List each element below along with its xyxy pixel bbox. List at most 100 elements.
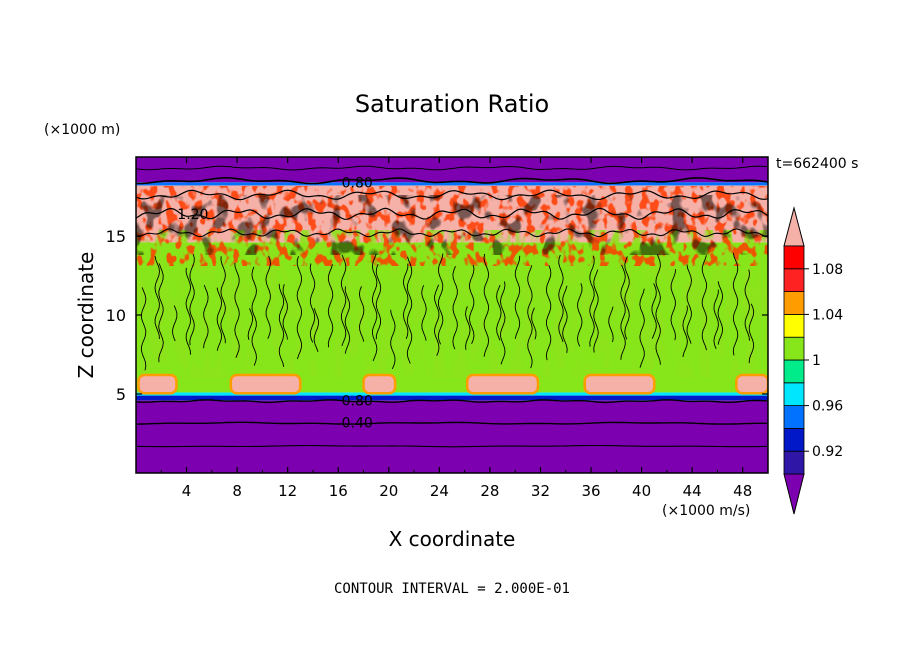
contour-lines [136, 165, 768, 448]
colorbar-segment-6 [783, 313, 805, 338]
contour-texture [136, 186, 768, 378]
cell-contour-41 [562, 285, 568, 353]
cell-contour-24 [390, 309, 396, 370]
colorbar-segment-0 [783, 450, 805, 475]
colorbar-segment-8 [783, 268, 805, 292]
cloud-patch-0 [137, 373, 178, 395]
cell-contour-9 [234, 262, 240, 358]
x-tick-label-5: 24 [430, 482, 449, 500]
contour-label-3: 0.40 [342, 415, 373, 431]
cell-contour-1 [154, 255, 160, 340]
cell-contour-45 [608, 306, 614, 343]
cell-contour-31 [465, 306, 471, 350]
cell-contour-38 [531, 307, 537, 340]
colorbar-label-4: 0.92 [812, 444, 843, 460]
cell-contour-4 [185, 267, 192, 355]
cell-contour-2 [158, 263, 164, 363]
cell-contour-13 [278, 283, 285, 367]
cell-contour-34 [496, 284, 502, 341]
colorbar-segment-3 [783, 382, 805, 406]
contour-label-1: 1.20 [177, 207, 208, 223]
y-tick-label-1: 10 [106, 306, 126, 325]
cell-contour-30 [452, 266, 458, 350]
cloud-patch-1 [229, 373, 302, 395]
contour-interval-footer: CONTOUR INTERVAL = 2.000E-01 [334, 581, 570, 597]
cell-contour-18 [327, 264, 334, 348]
cell-contour-55 [713, 289, 719, 349]
contour-080-top [136, 177, 768, 185]
cell-contour-33 [483, 253, 490, 357]
cell-contour-11 [251, 266, 257, 366]
cell-contour-53 [686, 264, 692, 344]
colorbar-segment-1 [783, 427, 805, 452]
layer-2 [136, 392, 768, 396]
cell-contour-21 [358, 286, 365, 342]
cell-contour-52 [682, 305, 688, 358]
cell-contour-16 [309, 263, 316, 343]
cell-contour-22 [371, 254, 378, 362]
cell-contour-17 [313, 308, 319, 352]
colorbar-label-0: 1.08 [812, 262, 843, 278]
contour-040 [136, 421, 768, 425]
cell-contour-40 [558, 254, 564, 343]
layer-6 [136, 157, 768, 183]
cloud-patch-3 [465, 373, 540, 395]
cell-contour-7 [216, 287, 223, 351]
contour-label-0: 0.80 [342, 175, 373, 191]
cell-contour-36 [514, 255, 521, 339]
contour-120-b [136, 207, 768, 220]
cell-contour-6 [203, 284, 209, 349]
cell-contour-15 [296, 256, 303, 360]
cell-contour-50 [655, 253, 661, 365]
contour-label-group: 0.80 1.20 0.80 0.40 [177, 175, 372, 431]
cloud-patch-4 [583, 373, 656, 395]
cell-contour-3 [172, 305, 178, 342]
cell-contour-48 [639, 288, 645, 368]
y-axis-label: Z coordinate [74, 252, 98, 379]
x-tick-label-10: 44 [683, 482, 702, 500]
cell-contour-57 [732, 252, 739, 356]
cell-contour-10 [247, 308, 254, 340]
cell-contour-28 [434, 284, 440, 356]
cell-contour-25 [402, 263, 409, 339]
contour-label-2: 0.80 [342, 393, 373, 409]
contour-120-c [136, 228, 768, 238]
x-tick-label-9: 40 [632, 482, 651, 500]
time-label: t=662400 s [776, 156, 858, 172]
low-cloud-patches [137, 373, 768, 395]
cell-contour-19 [340, 254, 347, 347]
cell-contour-29 [437, 253, 444, 345]
colorbar-segment-4 [783, 359, 805, 384]
colorbar-bottom-triangle [783, 473, 805, 515]
colorbar-label-2: 1 [812, 353, 821, 369]
cell-contour-20 [344, 286, 351, 354]
cell-contour-5 [189, 254, 195, 346]
colorbar-label-1: 1.04 [812, 307, 843, 323]
x-tick-label-7: 32 [531, 482, 550, 500]
x-tick-label-2: 12 [278, 482, 297, 500]
cell-contour-32 [469, 264, 475, 344]
colorbar-segment-9 [783, 245, 805, 270]
cell-contour-27 [421, 285, 427, 341]
contour-low [136, 444, 768, 448]
x-axis-label: X coordinate [389, 527, 516, 551]
contour-top-1 [136, 165, 768, 171]
layer-1 [136, 395, 768, 401]
cell-contour-26 [406, 256, 413, 364]
x-tick-label-4: 20 [379, 482, 398, 500]
cell-contour-47 [624, 256, 630, 340]
cell-contour-14 [282, 284, 288, 340]
cell-contour-12 [265, 255, 271, 339]
cell-contour-43 [589, 255, 595, 347]
y-unit-label: (×1000 m) [44, 122, 120, 138]
cell-contour-54 [701, 255, 708, 351]
colorbar-top-triangle [783, 206, 805, 247]
cloud-patch-2 [362, 373, 397, 395]
cell-contour-51 [670, 269, 676, 341]
x-tick-label-11: 48 [733, 482, 752, 500]
cell-contour-44 [593, 269, 599, 353]
cell-contour-49 [651, 283, 657, 339]
chart-title: Saturation Ratio [355, 90, 549, 118]
contour-120-a [136, 189, 768, 201]
